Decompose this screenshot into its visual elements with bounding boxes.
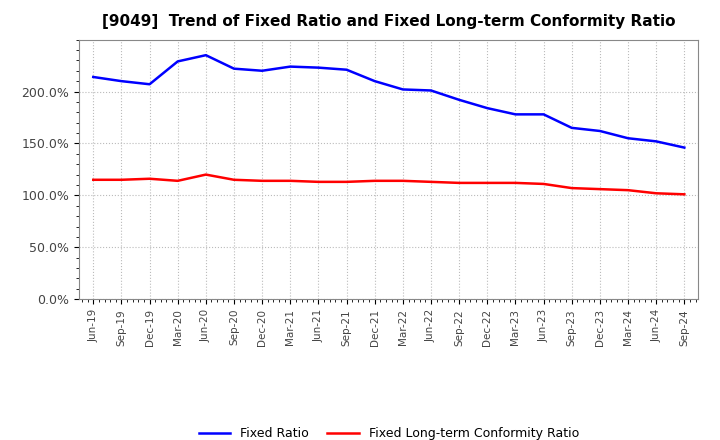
Fixed Ratio (230, 66, 238, 71)
Fixed Long-term Conformity Ratio (399, 178, 408, 183)
Title: [9049]  Trend of Fixed Ratio and Fixed Long-term Conformity Ratio: [9049] Trend of Fixed Ratio and Fixed Lo… (102, 14, 675, 29)
Fixed Ratio (595, 128, 604, 134)
Fixed Ratio (652, 139, 660, 144)
Fixed Ratio (202, 52, 210, 58)
Fixed Long-term Conformity Ratio (286, 178, 294, 183)
Fixed Long-term Conformity Ratio (145, 176, 154, 181)
Fixed Ratio (624, 136, 632, 141)
Fixed Long-term Conformity Ratio (117, 177, 126, 183)
Fixed Long-term Conformity Ratio (174, 178, 182, 183)
Fixed Long-term Conformity Ratio (202, 172, 210, 177)
Fixed Ratio (89, 74, 98, 80)
Fixed Long-term Conformity Ratio (230, 177, 238, 183)
Fixed Ratio (680, 145, 688, 150)
Fixed Ratio (174, 59, 182, 64)
Fixed Long-term Conformity Ratio (483, 180, 492, 186)
Fixed Ratio (145, 81, 154, 87)
Fixed Long-term Conformity Ratio (595, 187, 604, 192)
Fixed Ratio (370, 78, 379, 84)
Fixed Long-term Conformity Ratio (652, 191, 660, 196)
Fixed Long-term Conformity Ratio (342, 179, 351, 184)
Fixed Ratio (117, 78, 126, 84)
Fixed Long-term Conformity Ratio (314, 179, 323, 184)
Fixed Ratio (567, 125, 576, 131)
Fixed Ratio (342, 67, 351, 72)
Fixed Long-term Conformity Ratio (427, 179, 436, 184)
Fixed Ratio (314, 65, 323, 70)
Fixed Ratio (511, 112, 520, 117)
Fixed Ratio (399, 87, 408, 92)
Fixed Long-term Conformity Ratio (567, 185, 576, 191)
Legend: Fixed Ratio, Fixed Long-term Conformity Ratio: Fixed Ratio, Fixed Long-term Conformity … (194, 422, 584, 440)
Fixed Long-term Conformity Ratio (680, 192, 688, 197)
Fixed Ratio (539, 112, 548, 117)
Fixed Ratio (258, 68, 266, 73)
Line: Fixed Ratio: Fixed Ratio (94, 55, 684, 147)
Fixed Long-term Conformity Ratio (89, 177, 98, 183)
Fixed Long-term Conformity Ratio (370, 178, 379, 183)
Fixed Long-term Conformity Ratio (511, 180, 520, 186)
Fixed Ratio (483, 106, 492, 111)
Fixed Long-term Conformity Ratio (455, 180, 464, 186)
Fixed Long-term Conformity Ratio (258, 178, 266, 183)
Line: Fixed Long-term Conformity Ratio: Fixed Long-term Conformity Ratio (94, 175, 684, 194)
Fixed Ratio (286, 64, 294, 69)
Fixed Ratio (455, 97, 464, 103)
Fixed Long-term Conformity Ratio (624, 187, 632, 193)
Fixed Long-term Conformity Ratio (539, 181, 548, 187)
Fixed Ratio (427, 88, 436, 93)
